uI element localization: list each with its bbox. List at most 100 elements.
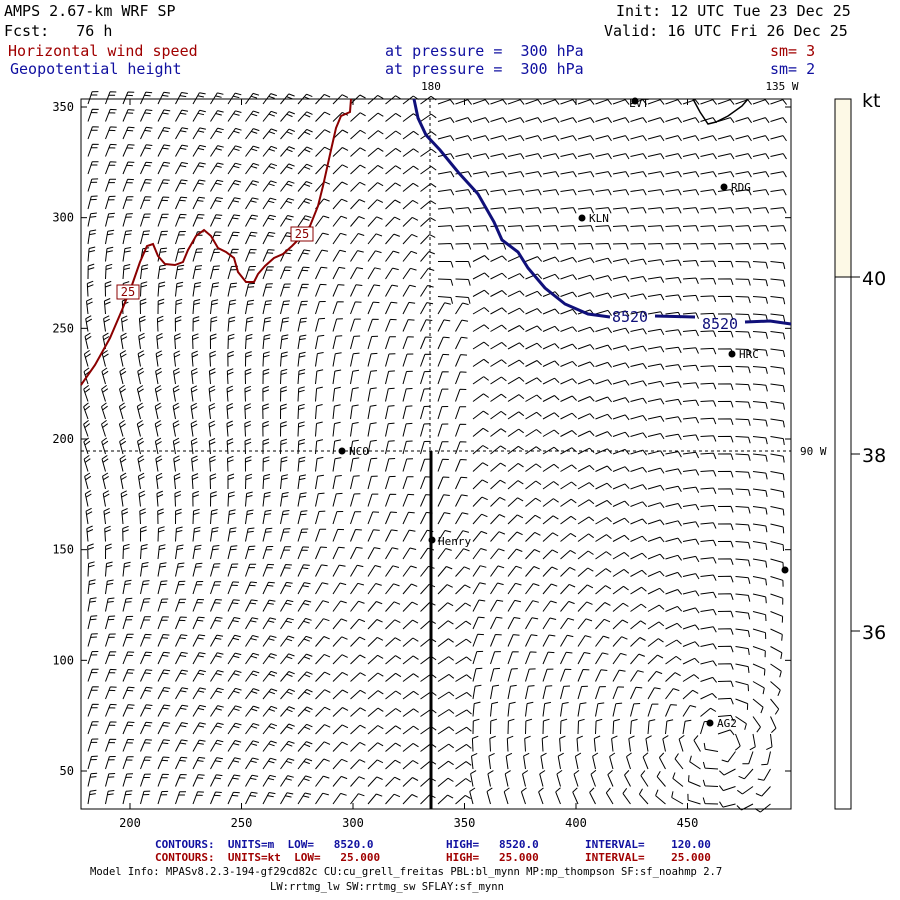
wind-barb <box>717 99 735 105</box>
wind-barb <box>367 601 383 612</box>
wind-barb <box>490 599 504 612</box>
wind-barb <box>315 792 329 805</box>
wind-barb <box>210 179 224 192</box>
wind-barb <box>630 293 647 300</box>
wind-barb <box>577 464 595 472</box>
wind-barb <box>507 225 524 232</box>
wind-barb <box>700 400 717 407</box>
wind-barb <box>542 273 560 280</box>
wind-barb <box>245 299 255 315</box>
wind-barb <box>572 787 579 805</box>
wind-barb <box>119 455 127 472</box>
wind-barb <box>245 652 260 665</box>
wind-barb <box>437 189 455 196</box>
wind-barb <box>245 128 260 140</box>
wind-barb <box>700 207 717 214</box>
wind-barb <box>227 180 242 192</box>
wind-barb <box>87 91 99 105</box>
wind-barb <box>672 772 684 787</box>
wind-barb <box>245 473 253 490</box>
wind-barb <box>174 333 181 350</box>
wind-barb <box>87 651 99 665</box>
wind-barb <box>175 669 188 682</box>
wind-barb <box>525 411 542 420</box>
wind-barb <box>280 421 287 437</box>
wind-barb <box>367 759 384 770</box>
wind-barb <box>700 504 717 512</box>
wind-barb <box>507 359 525 367</box>
wind-barb <box>192 616 205 630</box>
wind-barb <box>589 787 596 805</box>
wind-barb <box>504 770 511 787</box>
wind-barb <box>490 307 507 315</box>
station-label: KLN <box>589 212 609 225</box>
wind-barb <box>507 135 525 142</box>
wind-barb <box>752 716 761 733</box>
wind-barb <box>560 481 577 490</box>
wind-barb <box>87 212 97 227</box>
wind-barb <box>577 413 595 420</box>
wind-barb <box>642 752 649 770</box>
wind-barb <box>191 473 199 490</box>
wind-barb <box>595 327 613 334</box>
wind-barb <box>332 689 349 700</box>
wind-barb <box>437 117 455 124</box>
wind-barb <box>472 616 485 630</box>
wind-barb <box>101 437 109 455</box>
coastline <box>692 98 749 125</box>
wind-barb <box>647 207 665 214</box>
wind-barb <box>525 153 542 160</box>
wind-barb <box>297 386 305 402</box>
wind-barb <box>717 697 734 705</box>
wind-barb <box>560 430 577 437</box>
wind-barb <box>542 498 559 507</box>
wind-barb <box>332 232 347 245</box>
wind-barb <box>297 438 306 455</box>
wind-barb <box>609 752 616 770</box>
wind-barb <box>332 439 341 455</box>
wind-barb <box>717 313 734 321</box>
wind-barb <box>332 318 343 332</box>
wind-barb <box>735 401 751 409</box>
wind-barb <box>140 281 148 297</box>
wind-barb <box>735 506 751 514</box>
wind-barb <box>245 197 259 210</box>
wind-barb <box>315 741 331 752</box>
wind-barb <box>717 453 734 461</box>
wind-barb <box>595 534 612 542</box>
wind-barb <box>262 670 278 682</box>
wind-barb <box>647 293 665 301</box>
wind-barb <box>507 394 525 402</box>
wind-barb <box>539 770 546 787</box>
wind-barb <box>280 740 295 752</box>
wind-barb <box>175 298 183 315</box>
wind-barb <box>157 161 171 175</box>
wind-barb <box>245 757 259 770</box>
wind-barb <box>702 797 719 805</box>
wind-barb <box>682 207 700 214</box>
wind-barb <box>332 582 347 595</box>
wind-barb <box>472 341 490 350</box>
wind-barb <box>770 117 788 124</box>
wind-barb <box>122 561 131 577</box>
wind-barb <box>437 353 450 367</box>
wind-barb <box>472 718 480 735</box>
wind-barb <box>577 225 594 232</box>
wind-barb <box>105 597 115 612</box>
wind-barb <box>574 752 582 770</box>
wind-barb <box>385 776 401 787</box>
wind-barb <box>385 742 402 752</box>
wind-barb <box>245 617 259 630</box>
wind-barb <box>420 148 437 157</box>
wind-barb <box>140 580 150 595</box>
wind-barb <box>717 278 734 286</box>
wind-barb <box>490 290 507 297</box>
wind-barb <box>157 704 171 717</box>
wind-barb <box>192 299 201 315</box>
wind-barb <box>262 792 276 805</box>
wind-barb <box>595 153 612 160</box>
wind-barb <box>227 581 240 595</box>
wind-barb <box>595 465 612 472</box>
wind-barb <box>385 458 396 472</box>
wind-barb <box>719 801 736 808</box>
